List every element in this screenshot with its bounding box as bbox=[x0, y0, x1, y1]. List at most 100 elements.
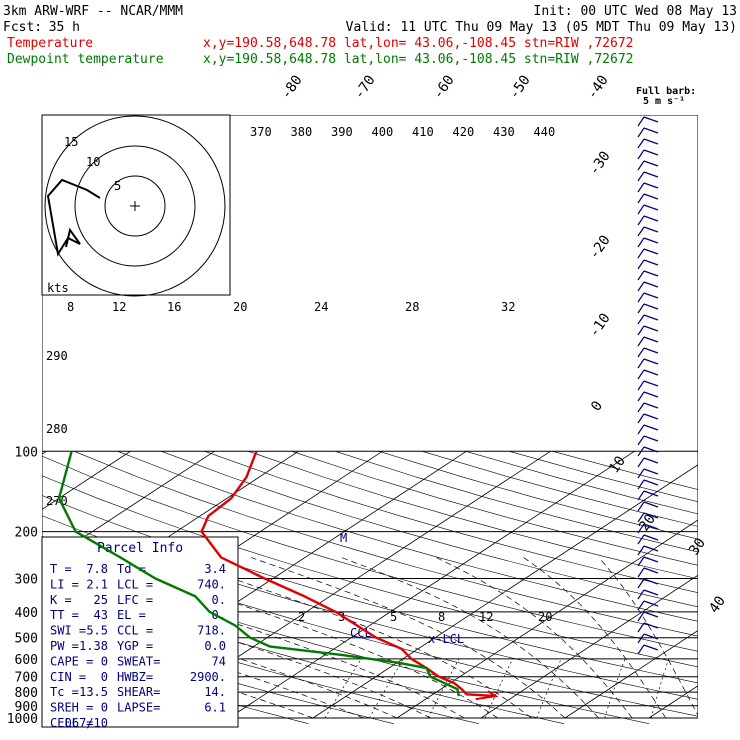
wind-barb bbox=[643, 600, 659, 607]
wind-barb-flag bbox=[637, 358, 645, 369]
wind-barb bbox=[643, 237, 659, 244]
wind-barb bbox=[643, 435, 659, 442]
parcel-row-10-label-a: CELL = bbox=[50, 716, 93, 730]
moist-adiabat-2 bbox=[42, 591, 398, 719]
pressure-label-600: 600 bbox=[15, 653, 38, 668]
wind-barb bbox=[643, 446, 659, 453]
wind-barb bbox=[643, 479, 659, 486]
wind-barb-flag bbox=[637, 248, 645, 259]
model-title: 3km ARW-WRF -- NCAR/MMM bbox=[3, 4, 183, 19]
parcel-row-4-value-b: 718. bbox=[197, 624, 226, 638]
parcel-info-panel: Parcel Info T = 7.8 Td = 3.4LI = 2.1 LCL = 740… bbox=[41, 536, 239, 730]
theta-label-380: 380 bbox=[291, 125, 313, 139]
pressure-label-100: 100 bbox=[15, 445, 38, 460]
wind-barb-flag bbox=[637, 215, 645, 226]
wind-barb-flag bbox=[637, 490, 645, 501]
parcel-row-2-label-b: LFC = bbox=[117, 593, 153, 607]
hodograph-ring-label-15: 15 bbox=[64, 135, 78, 149]
wind-barb-flag bbox=[637, 259, 645, 270]
isotherm-20 bbox=[564, 630, 698, 719]
pressure-label-200: 200 bbox=[15, 526, 38, 541]
parcel-row-6-label-b: SWEAT= bbox=[117, 654, 160, 668]
hodograph-ring-label-5: 5 bbox=[114, 179, 121, 193]
wind-barb-flag bbox=[637, 512, 645, 523]
hodograph-ring-5 bbox=[104, 175, 166, 237]
wind-barb-flag bbox=[637, 501, 645, 512]
wind-barb-flag bbox=[637, 611, 645, 622]
wind-barb bbox=[643, 468, 659, 475]
parcel-row-7-label-a: CIN = bbox=[50, 670, 86, 684]
wind-barb-flag bbox=[637, 446, 645, 457]
wind-barb-flag bbox=[637, 578, 645, 589]
isotherm-label-30: 30 bbox=[686, 535, 709, 558]
dewpoint-legend: Dewpoint temperature bbox=[7, 52, 164, 67]
surface-parcel-marker bbox=[475, 690, 499, 701]
init-time: Init: 00 UTC Wed 08 May 13 bbox=[534, 4, 738, 19]
dry-adiabat-350 bbox=[42, 455, 698, 652]
pressure-label-300: 300 bbox=[15, 573, 38, 588]
wind-barb bbox=[643, 149, 659, 156]
parcel-row-6-value-a: 0 bbox=[101, 654, 108, 668]
hodograph-trace bbox=[46, 178, 101, 257]
wind-barb-flag bbox=[637, 391, 645, 402]
wind-barb-flag bbox=[637, 160, 645, 171]
isotherm--20 bbox=[228, 450, 635, 719]
wind-barb-flag bbox=[637, 237, 645, 248]
wind-barb-flag bbox=[637, 633, 645, 644]
mixing-ratio-20 bbox=[604, 658, 626, 719]
parcel-info-title: Parcel Info bbox=[97, 541, 183, 556]
isotherm-label-10: 10 bbox=[606, 453, 629, 476]
wind-barb-flag bbox=[637, 138, 645, 149]
dry-adiabat-450 bbox=[465, 451, 698, 515]
wind-barb-flag bbox=[637, 402, 645, 413]
wind-barb bbox=[643, 281, 659, 288]
wind-barb bbox=[643, 314, 659, 321]
moist-adiabat-6 bbox=[171, 557, 532, 719]
isotherm--70 bbox=[42, 450, 215, 566]
parcel-row-2-value-b: 0. bbox=[212, 593, 226, 607]
wind-barb-flag bbox=[637, 281, 645, 292]
temperature-location: x,y=190.58,648.78 lat,lon= 43.06,-108.45… bbox=[203, 36, 633, 51]
parcel-row-3-label-b: EL = bbox=[117, 608, 146, 622]
wind-barb-flag bbox=[637, 413, 645, 424]
ccl-annotation: CCL bbox=[350, 626, 372, 640]
wind-barb bbox=[643, 182, 659, 189]
wind-barb bbox=[643, 424, 659, 431]
parcel-row-9-value-b: 6.1 bbox=[204, 701, 226, 715]
pressure-label-1000: 1000 bbox=[7, 712, 38, 727]
dry-adiabat-410 bbox=[291, 451, 698, 566]
wind-barb-flag bbox=[637, 622, 645, 633]
mix-label-lower-2: 2 bbox=[298, 610, 305, 624]
parcel-row-8-label-b: SHEAR= bbox=[117, 685, 160, 699]
wind-barb-flag bbox=[637, 545, 645, 556]
isotherm-label--40: -40 bbox=[584, 72, 612, 102]
parcel-row-5-value-b: 0.0 bbox=[204, 639, 226, 653]
isotherm-label--80: -80 bbox=[278, 72, 306, 102]
mix-label-upper-20: 20 bbox=[233, 300, 247, 314]
mix-label-lower-20: 20 bbox=[538, 610, 552, 624]
parcel-row-4-value-a: 5.5 bbox=[86, 624, 108, 638]
hodograph-units: kts bbox=[47, 281, 69, 295]
wind-barb bbox=[643, 171, 659, 178]
wind-barb-flag bbox=[637, 347, 645, 358]
theta-label-left-290: 290 bbox=[46, 349, 68, 363]
melting-level-annotation: M bbox=[340, 531, 347, 545]
mixing-ratio-28 bbox=[650, 658, 670, 719]
parcel-row-0-label-b: Td = bbox=[117, 562, 146, 576]
wind-barb-flag bbox=[637, 314, 645, 325]
wind-barb bbox=[643, 578, 659, 585]
theta-label-410: 410 bbox=[412, 125, 434, 139]
forecast-label: Fcst: bbox=[3, 20, 42, 35]
parcel-row-1-value-b: 740. bbox=[197, 577, 226, 591]
theta-label-390: 390 bbox=[331, 125, 353, 139]
parcel-row-0-value-b: 3.4 bbox=[204, 562, 226, 576]
wind-barb-flag bbox=[637, 182, 645, 193]
parcel-row-8-value-a: 13.5 bbox=[79, 685, 108, 699]
moist-adiabat-8 bbox=[341, 557, 599, 719]
wind-barb bbox=[643, 358, 659, 365]
wind-barb-flag bbox=[637, 171, 645, 182]
wind-barb bbox=[643, 567, 659, 574]
dewpoint-profile bbox=[57, 450, 460, 697]
wind-barb-flag bbox=[637, 303, 645, 314]
